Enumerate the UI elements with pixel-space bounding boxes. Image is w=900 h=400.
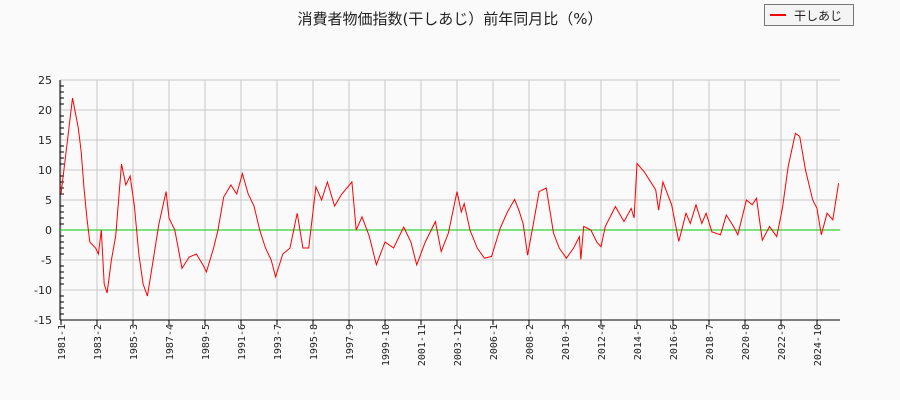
svg-text:2008-2: 2008-2 <box>525 324 536 360</box>
svg-text:2024-10: 2024-10 <box>813 324 824 366</box>
svg-text:1991-6: 1991-6 <box>237 324 248 360</box>
svg-text:20: 20 <box>38 104 52 117</box>
svg-text:2018-7: 2018-7 <box>705 324 716 360</box>
svg-text:5: 5 <box>45 194 52 207</box>
svg-text:-10: -10 <box>34 284 52 297</box>
svg-text:1985-3: 1985-3 <box>129 324 140 360</box>
svg-text:1983-2: 1983-2 <box>93 324 104 360</box>
svg-text:2022-9: 2022-9 <box>777 324 788 360</box>
legend: 干しあじ <box>764 4 854 26</box>
svg-text:1999-10: 1999-10 <box>381 324 392 366</box>
svg-text:2010-3: 2010-3 <box>561 324 572 360</box>
grid-lines <box>60 79 840 321</box>
svg-text:2006-1: 2006-1 <box>489 324 500 360</box>
svg-text:1987-4: 1987-4 <box>165 324 176 360</box>
legend-label: 干しあじ <box>794 8 843 23</box>
svg-text:2003-12: 2003-12 <box>453 324 464 366</box>
svg-text:1981-1: 1981-1 <box>57 324 68 360</box>
svg-text:1997-9: 1997-9 <box>345 324 356 360</box>
svg-text:1993-7: 1993-7 <box>273 324 284 360</box>
svg-text:25: 25 <box>38 74 52 87</box>
svg-text:10: 10 <box>38 164 52 177</box>
svg-text:2012-4: 2012-4 <box>597 324 608 360</box>
svg-text:2014-5: 2014-5 <box>633 324 644 360</box>
svg-text:1995-8: 1995-8 <box>309 324 320 360</box>
svg-text:15: 15 <box>38 134 52 147</box>
svg-text:0: 0 <box>45 224 52 237</box>
svg-text:2016-6: 2016-6 <box>669 324 680 360</box>
y-axis: 25 20 15 10 5 0 -5 -10 -15 <box>34 74 64 327</box>
chart-title: 消費者物価指数(干しあじ）前年同月比（%） <box>297 10 603 28</box>
svg-text:2001-11: 2001-11 <box>417 324 428 366</box>
svg-text:1989-5: 1989-5 <box>201 324 212 360</box>
x-axis: 1981-1 1983-2 1985-3 1987-4 1989-5 1991-6 1993… <box>57 319 840 366</box>
legend-swatch-icon <box>770 14 786 16</box>
svg-text:-15: -15 <box>34 314 52 327</box>
svg-text:-5: -5 <box>41 254 52 267</box>
series-line-hoshiaji <box>60 97 840 297</box>
svg-text:2020-8: 2020-8 <box>741 324 752 360</box>
